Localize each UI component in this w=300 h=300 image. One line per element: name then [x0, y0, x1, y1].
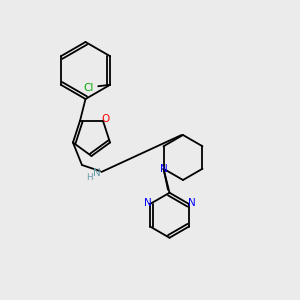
- Text: N: N: [160, 164, 167, 174]
- Text: N: N: [144, 198, 152, 208]
- Text: O: O: [101, 114, 110, 124]
- Text: N: N: [188, 198, 195, 208]
- Text: N: N: [93, 167, 101, 178]
- Text: H: H: [86, 172, 93, 182]
- Text: Cl: Cl: [83, 83, 94, 93]
